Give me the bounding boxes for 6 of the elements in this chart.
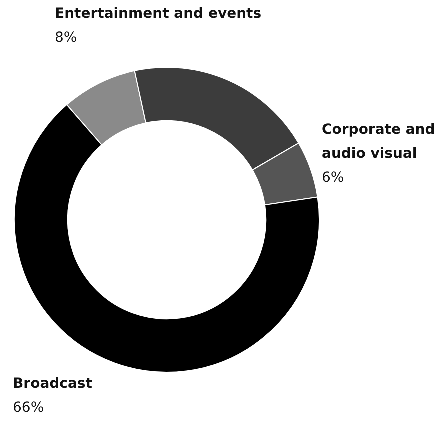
slice-label: Entertainment and events [55, 5, 263, 24]
slice-label: Corporate and audio visual [322, 121, 436, 164]
data-label: 6% [322, 170, 344, 186]
data-label: 66% [13, 400, 44, 416]
slice-label: Broadcast [13, 375, 94, 394]
data-label: 8% [55, 30, 78, 46]
